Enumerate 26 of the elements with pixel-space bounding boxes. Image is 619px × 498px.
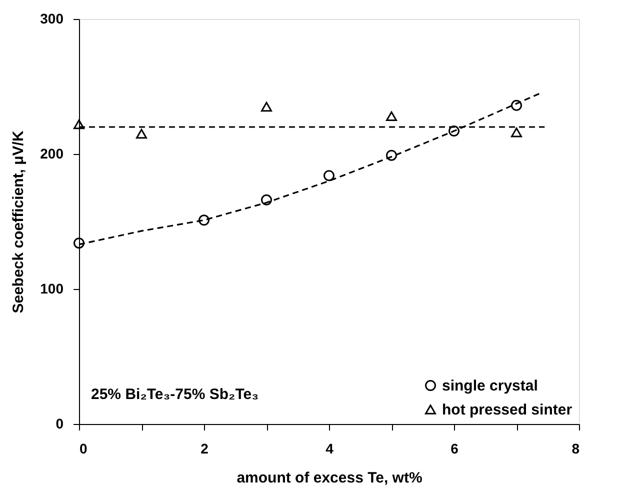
x-tick-label: 4 <box>326 440 334 456</box>
y-tick-label: 200 <box>40 146 64 162</box>
point <box>511 100 522 111</box>
point <box>136 128 147 139</box>
x-axis-title: amount of excess Te, wt% <box>236 470 422 486</box>
legend-label: hot pressed sinter <box>442 402 572 418</box>
x-tick-label: 6 <box>450 440 459 456</box>
point <box>74 238 84 249</box>
point <box>261 102 272 112</box>
point <box>198 214 210 226</box>
y-tick-label: 300 <box>40 10 64 26</box>
point <box>511 128 522 138</box>
x-tick-label: 8 <box>572 440 580 456</box>
y-tick-label: 100 <box>40 280 64 296</box>
annotation: 25% Bi₂Te₃-75% Sb₂Te₃ <box>91 386 259 403</box>
legend-label: single crystal <box>442 378 538 394</box>
x-tick-label: 0 <box>80 440 88 456</box>
point <box>324 170 334 182</box>
y-axis-title: Seebeck coefficient, μV/K <box>10 130 28 314</box>
point <box>386 150 397 161</box>
y-tick-label: 0 <box>56 416 64 432</box>
point <box>261 194 272 206</box>
point <box>386 111 397 122</box>
point <box>74 119 84 130</box>
point <box>448 126 460 137</box>
x-tick-label: 2 <box>200 440 209 456</box>
